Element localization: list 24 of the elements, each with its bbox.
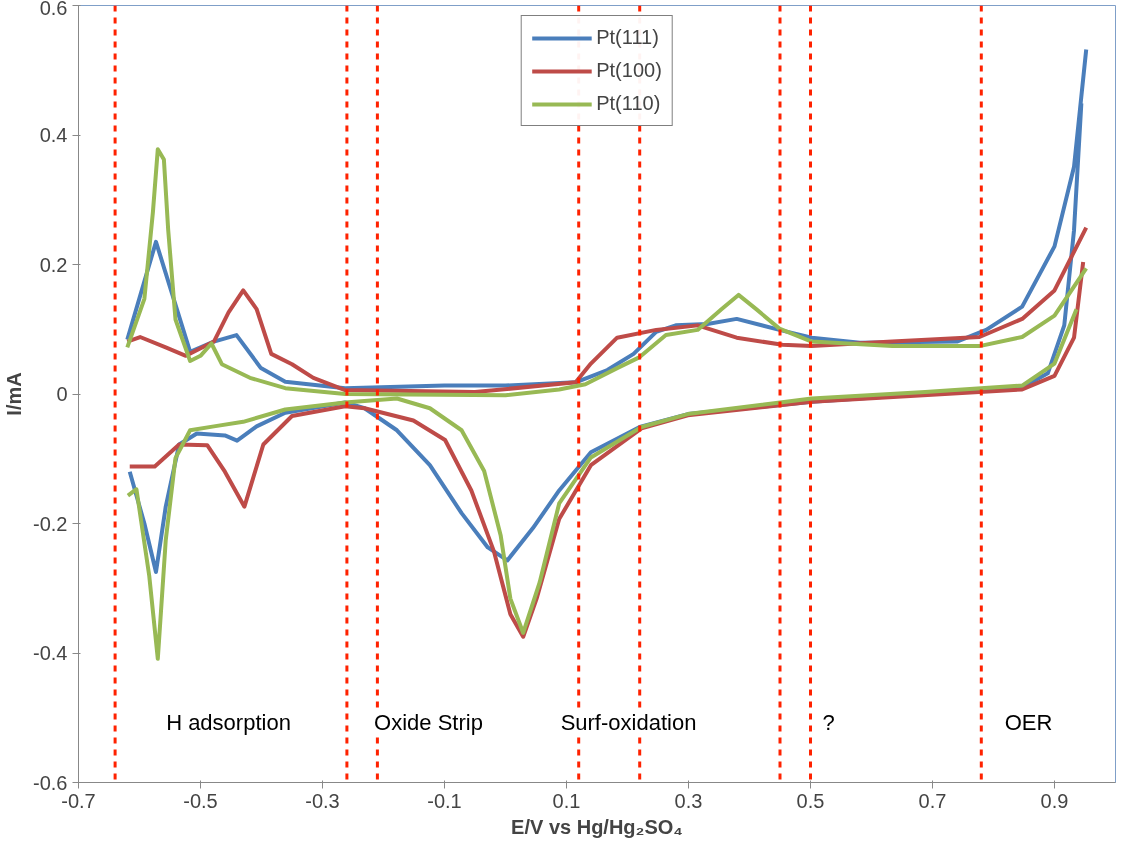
x-tick-label: -0.3 <box>305 789 340 812</box>
y-axis-title: I/mA <box>3 372 26 416</box>
x-tick-label: -0.5 <box>183 789 218 812</box>
x-tick-label: 0.5 <box>796 789 825 812</box>
y-tick-label: 0.4 <box>39 124 68 146</box>
y-tick-label: -0.2 <box>33 512 68 535</box>
x-tick-label: 0.1 <box>552 789 581 812</box>
annotation: ? <box>822 710 835 735</box>
x-tick-label: 0.9 <box>1040 789 1069 812</box>
y-tick-label: 0.2 <box>39 253 68 276</box>
y-tick-label: 0.6 <box>39 0 68 19</box>
x-tick-label: 0.3 <box>674 789 703 812</box>
annotation: Surf-oxidation <box>560 710 697 735</box>
annotation: H adsorption <box>166 710 291 735</box>
legend-label: Pt(100) <box>596 59 662 82</box>
legend-label: Pt(111) <box>596 26 659 49</box>
annotation: Oxide Strip <box>374 710 483 735</box>
legend-label: Pt(110) <box>596 92 661 115</box>
x-tick-label: 0.7 <box>918 789 947 812</box>
y-tick-label: -0.4 <box>33 642 68 664</box>
x-tick-label: -0.1 <box>427 789 462 812</box>
y-tick-label: 0 <box>56 383 68 405</box>
x-axis-title: E/V vs Hg/Hg₂SO₄ <box>511 815 683 838</box>
annotation: OER <box>1004 710 1053 735</box>
